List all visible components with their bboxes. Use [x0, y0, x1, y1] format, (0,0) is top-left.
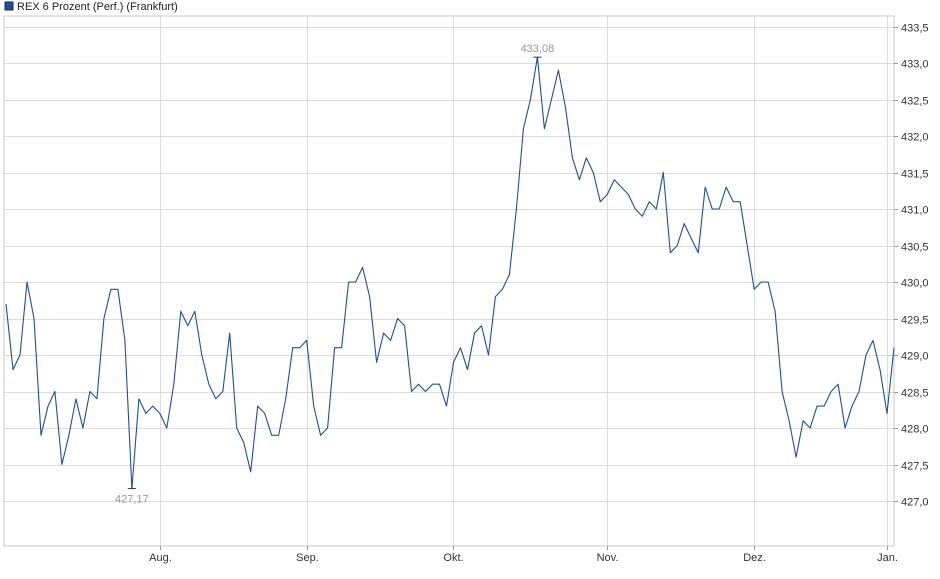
legend-swatch — [4, 1, 14, 11]
y-tick-label: 431,0 — [901, 205, 929, 217]
y-tick-label: 428,5 — [901, 388, 929, 400]
series-line — [5, 56, 895, 490]
x-tick-label: Nov. — [597, 552, 619, 564]
y-tick-label: 427,0 — [901, 497, 929, 509]
annotations: 433,08 427,17 — [115, 43, 554, 505]
x-tick-label: Jan. — [877, 552, 898, 564]
y-tick-label: 427,5 — [901, 461, 929, 473]
y-tick-label: 428,0 — [901, 424, 929, 436]
grid — [4, 16, 894, 546]
x-tick-label: Sep. — [296, 552, 319, 564]
y-tick-label: 429,0 — [901, 351, 929, 363]
y-tick-label: 432,0 — [901, 132, 929, 144]
x-tick-label: Okt. — [443, 552, 463, 564]
y-tick-label: 430,0 — [901, 278, 929, 290]
x-tick-label: Aug. — [149, 552, 172, 564]
max-label: 433,08 — [521, 43, 555, 55]
plot-frame — [3, 15, 895, 547]
legend: REX 6 Prozent (Perf.) (Frankfurt) — [4, 1, 178, 13]
y-tick-label: 433,5 — [901, 23, 929, 35]
y-tick-label: 432,5 — [901, 96, 929, 108]
x-axis: Aug. Sep. Okt. Nov. Dez. Jan. — [149, 546, 898, 564]
series-layer — [5, 56, 895, 490]
legend-label: REX 6 Prozent (Perf.) (Frankfurt) — [17, 1, 178, 13]
min-label: 427,17 — [115, 494, 149, 506]
y-axis: 427,0 427,5 428,0 428,5 429,0 429,5 430,0 430,5… — [894, 23, 929, 509]
y-tick-label: 433,0 — [901, 59, 929, 71]
y-tick-label: 431,5 — [901, 169, 929, 181]
x-tick-label: Dez. — [743, 552, 766, 564]
y-tick-label: 429,5 — [901, 315, 929, 327]
y-tick-label: 430,5 — [901, 242, 929, 254]
